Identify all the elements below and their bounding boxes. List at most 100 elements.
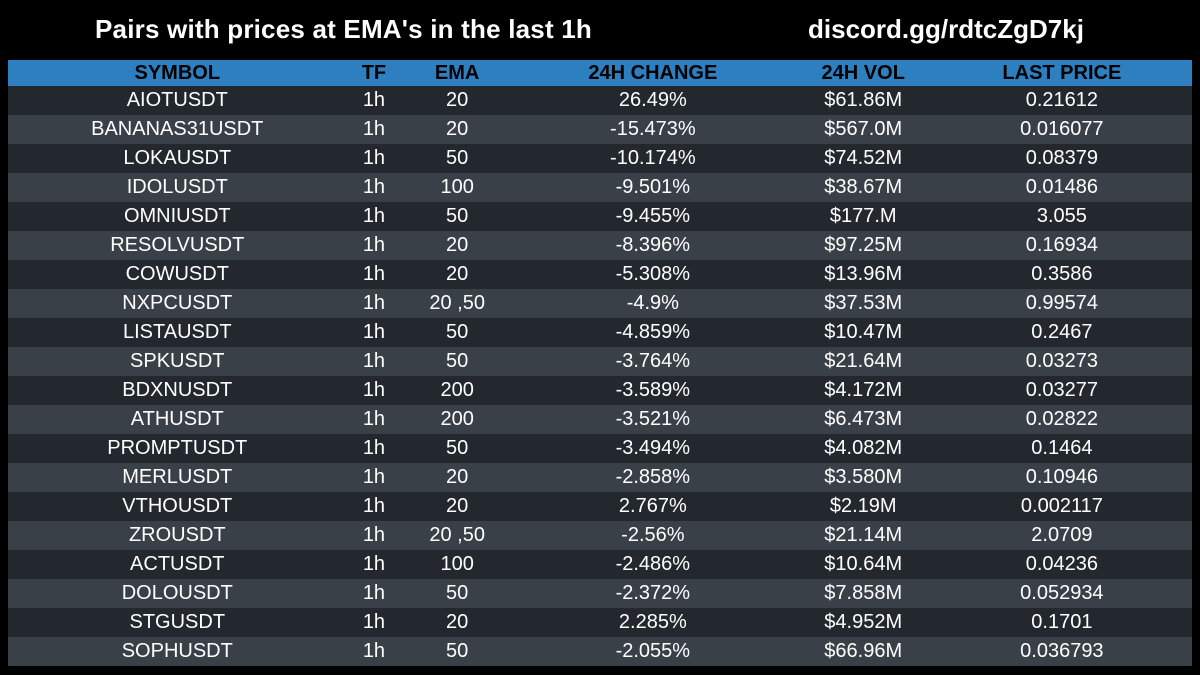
cell-tf: 1h: [362, 205, 386, 227]
cell-24h-vol: $177.M: [829, 205, 897, 227]
column-header-symbol[interactable]: SYMBOL: [134, 61, 221, 84]
cell-ema: 20: [446, 118, 469, 140]
cell-last-price: 0.21612: [1025, 89, 1098, 111]
cell-24h-change: -15.473%: [610, 118, 696, 140]
cell-24h-vol: $74.52M: [824, 147, 903, 169]
cell-24h-vol: $4.082M: [824, 437, 903, 459]
cell-symbol: NXPCUSDT: [122, 292, 233, 314]
cell-last-price: 0.03273: [1025, 350, 1098, 372]
cell-tf: 1h: [362, 263, 386, 285]
column-header-24h-change[interactable]: 24H CHANGE: [588, 61, 718, 84]
cell-24h-change: -3.589%: [615, 379, 691, 401]
column-header-24h-vol[interactable]: 24H VOL: [821, 61, 905, 84]
cell-24h-vol: $37.53M: [824, 292, 903, 314]
cell-last-price: 0.16934: [1025, 234, 1098, 256]
cell-24h-change: -3.494%: [615, 437, 691, 459]
table-row[interactable]: SOPHUSDT 1h 50 -2.055% $66.96M 0.036793: [8, 637, 1192, 666]
cell-symbol: STGUSDT: [129, 611, 226, 633]
cell-24h-vol: $13.96M: [824, 263, 903, 285]
cell-24h-vol: $7.858M: [824, 582, 903, 604]
cell-symbol: MERLUSDT: [122, 466, 233, 488]
cell-24h-change: -2.486%: [615, 553, 691, 575]
cell-24h-change: 2.285%: [618, 611, 687, 633]
cell-symbol: DOLOUSDT: [121, 582, 233, 604]
table-row[interactable]: ACTUSDT 1h 100 -2.486% $10.64M 0.04236: [8, 550, 1192, 579]
cell-symbol: OMNIUSDT: [123, 205, 231, 227]
table-row[interactable]: BANANAS31USDT 1h 20 -15.473% $567.0M 0.016077: [8, 115, 1192, 144]
table-row[interactable]: NXPCUSDT 1h 20 ,50 -4.9% $37.53M 0.99574: [8, 289, 1192, 318]
table-row[interactable]: ZROUSDT 1h 20 ,50 -2.56% $21.14M 2.0709: [8, 521, 1192, 550]
discord-link[interactable]: discord.gg/rdtcZgD7kj: [808, 14, 1084, 44]
cell-tf: 1h: [362, 89, 386, 111]
cell-24h-change: -9.501%: [615, 176, 691, 198]
cell-last-price: 0.01486: [1025, 176, 1098, 198]
cell-24h-change: -2.858%: [615, 466, 691, 488]
cell-24h-vol: $567.0M: [824, 118, 903, 140]
table-row[interactable]: VTHOUSDT 1h 20 2.767% $2.19M 0.002117: [8, 492, 1192, 521]
cell-last-price: 0.08379: [1025, 147, 1098, 169]
cell-symbol: SPKUSDT: [130, 350, 225, 372]
table-row[interactable]: AIOTUSDT 1h 20 26.49% $61.86M 0.21612: [8, 86, 1192, 115]
cell-last-price: 0.02822: [1025, 408, 1098, 430]
cell-symbol: PROMPTUSDT: [107, 437, 248, 459]
cell-tf: 1h: [362, 640, 386, 662]
table-row[interactable]: IDOLUSDT 1h 100 -9.501% $38.67M 0.01486: [8, 173, 1192, 202]
cell-ema: 50: [446, 437, 469, 459]
table-row[interactable]: COWUSDT 1h 20 -5.308% $13.96M 0.3586: [8, 260, 1192, 289]
cell-last-price: 2.0709: [1031, 524, 1093, 546]
table-row[interactable]: PROMPTUSDT 1h 50 -3.494% $4.082M 0.1464: [8, 434, 1192, 463]
cell-24h-change: -4.9%: [626, 292, 679, 314]
table-header-row: SYMBOL TF EMA 24H CHANGE 24H VOL LAST PR…: [8, 60, 1192, 86]
table-row[interactable]: DOLOUSDT 1h 50 -2.372% $7.858M 0.052934: [8, 579, 1192, 608]
page-title: Pairs with prices at EMA's in the last 1…: [95, 14, 592, 44]
cell-ema: 50: [446, 640, 469, 662]
cell-24h-change: -2.372%: [615, 582, 691, 604]
table-row[interactable]: STGUSDT 1h 20 2.285% $4.952M 0.1701: [8, 608, 1192, 637]
table-row[interactable]: LISTAUSDT 1h 50 -4.859% $10.47M 0.2467: [8, 318, 1192, 347]
cell-24h-vol: $4.172M: [824, 379, 903, 401]
cell-ema: 50: [446, 147, 469, 169]
cell-ema: 100: [440, 553, 474, 575]
cell-last-price: 0.052934: [1020, 582, 1104, 604]
cell-tf: 1h: [362, 495, 386, 517]
cell-24h-change: -3.521%: [615, 408, 691, 430]
table-row[interactable]: SPKUSDT 1h 50 -3.764% $21.64M 0.03273: [8, 347, 1192, 376]
cell-tf: 1h: [362, 611, 386, 633]
cell-ema: 200: [440, 379, 474, 401]
cell-ema: 20: [446, 89, 469, 111]
table-row[interactable]: RESOLVUSDT 1h 20 -8.396% $97.25M 0.16934: [8, 231, 1192, 260]
cell-symbol: ZROUSDT: [128, 524, 226, 546]
cell-tf: 1h: [362, 292, 386, 314]
table-body: AIOTUSDT 1h 20 26.49% $61.86M 0.21612 BANANAS3…: [8, 86, 1192, 666]
column-header-last-price[interactable]: LAST PRICE: [1002, 61, 1122, 84]
cell-24h-change: -3.764%: [615, 350, 691, 372]
page-header: Pairs with prices at EMA's in the last 1…: [0, 0, 1200, 60]
cell-last-price: 0.1464: [1031, 437, 1093, 459]
cell-ema: 50: [446, 205, 469, 227]
cell-last-price: 0.016077: [1020, 118, 1104, 140]
cell-24h-vol: $21.64M: [824, 350, 903, 372]
cell-tf: 1h: [362, 147, 386, 169]
cell-ema: 100: [440, 176, 474, 198]
cell-symbol: VTHOUSDT: [122, 495, 233, 517]
cell-24h-vol: $2.19M: [829, 495, 897, 517]
cell-symbol: BDXNUSDT: [122, 379, 233, 401]
column-header-ema[interactable]: EMA: [434, 61, 480, 84]
cell-24h-vol: $61.86M: [824, 89, 903, 111]
table-row[interactable]: LOKAUSDT 1h 50 -10.174% $74.52M 0.08379: [8, 144, 1192, 173]
table-row[interactable]: OMNIUSDT 1h 50 -9.455% $177.M 3.055: [8, 202, 1192, 231]
table-row[interactable]: BDXNUSDT 1h 200 -3.589% $4.172M 0.03277: [8, 376, 1192, 405]
cell-symbol: IDOLUSDT: [126, 176, 228, 198]
table-row[interactable]: ATHUSDT 1h 200 -3.521% $6.473M 0.02822: [8, 405, 1192, 434]
cell-tf: 1h: [362, 437, 386, 459]
cell-24h-change: 2.767%: [618, 495, 687, 517]
table-row[interactable]: MERLUSDT 1h 20 -2.858% $3.580M 0.10946: [8, 463, 1192, 492]
cell-24h-vol: $10.64M: [824, 553, 903, 575]
cell-symbol: RESOLVUSDT: [110, 234, 245, 256]
cell-last-price: 0.10946: [1025, 466, 1098, 488]
column-header-tf[interactable]: TF: [361, 61, 387, 84]
cell-24h-change: -5.308%: [615, 263, 691, 285]
cell-ema: 20: [446, 466, 469, 488]
cell-ema: 50: [446, 582, 469, 604]
cell-symbol: ATHUSDT: [130, 408, 224, 430]
